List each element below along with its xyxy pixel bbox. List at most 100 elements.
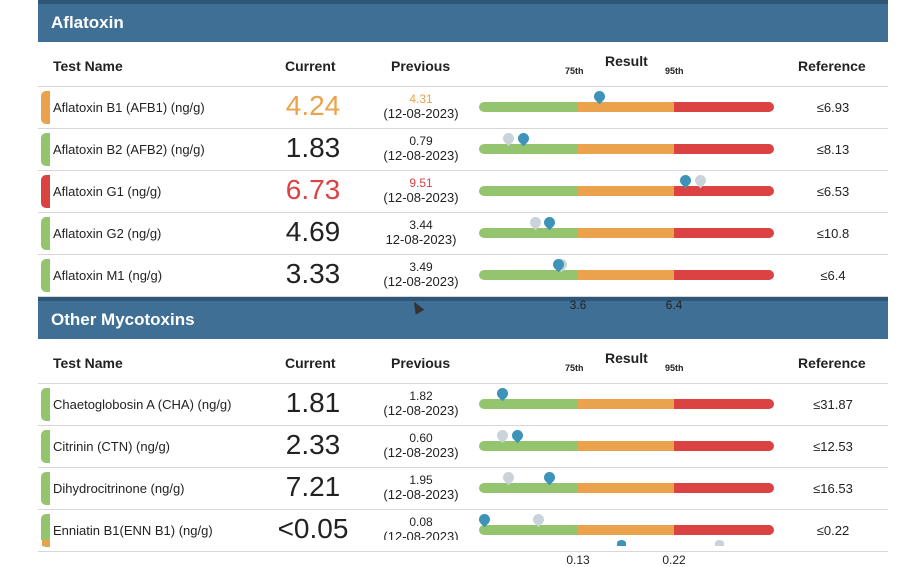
scale-elevated-segment xyxy=(578,228,674,238)
previous-date: (12-08-2023) xyxy=(383,403,459,418)
status-indicator xyxy=(41,472,50,505)
column-95th-label: 95th xyxy=(665,66,684,76)
scale-normal-segment xyxy=(479,483,578,493)
column-header-row: Test Name Current Previous Result 75th 95th Re… xyxy=(38,339,888,384)
column-95th-label: 95th xyxy=(665,363,684,373)
test-name: Dihydrocitrinone (ng/g) xyxy=(53,481,185,496)
table-row[interactable]: Aflatoxin G1 (ng/g) 6.73 9.51(12-08-2023) 3… xyxy=(38,171,888,228)
report-table: Aflatoxin Test Name Current Previous Result 7… xyxy=(38,0,888,567)
previous-date: (12-08-2023) xyxy=(383,445,459,460)
p75-value: 0.13 xyxy=(566,553,590,567)
previous-value: 3.49 xyxy=(409,260,433,274)
column-75th-label: 75th xyxy=(565,66,584,76)
scale-elevated-segment xyxy=(578,483,674,493)
status-indicator xyxy=(41,430,50,463)
status-indicator xyxy=(41,217,50,250)
scale-normal-segment xyxy=(479,270,578,280)
scale-normal-segment xyxy=(479,525,578,535)
table-row[interactable]: Aflatoxin M1 (ng/g) 3.33 3.49 (12-08-2023) 3… xyxy=(38,255,888,312)
scale-high-segment xyxy=(674,441,774,451)
current-value: 1.81 xyxy=(285,387,341,418)
p75-value: 3.6 xyxy=(569,298,587,312)
scale-elevated-segment xyxy=(578,102,674,112)
test-name: Chaetoglobosin A (CHA) (ng/g) xyxy=(53,397,232,412)
status-indicator xyxy=(41,175,50,208)
left-margin xyxy=(0,0,38,546)
test-name: Enniatin B1(ENN B1) (ng/g) xyxy=(53,523,213,538)
scale-elevated-segment xyxy=(578,399,674,409)
result-scale: 7.0512.53 xyxy=(479,441,774,483)
result-scale: 6.0810.8 xyxy=(479,228,774,270)
test-name: Aflatoxin M1 (ng/g) xyxy=(53,268,163,283)
scale-normal-segment xyxy=(479,441,578,451)
table-row[interactable]: Citrinin (CTN) (ng/g) 2.33 0.60 (12-08-2023… xyxy=(38,426,888,483)
column-current: Current xyxy=(285,355,336,371)
scale-elevated-segment xyxy=(578,186,674,196)
previous-date: (12-08-2023) xyxy=(383,190,459,205)
scale-high-segment xyxy=(674,102,774,112)
previous-value: 0.60 xyxy=(409,431,433,445)
status-indicator xyxy=(42,540,50,546)
p95-value: 0.22 xyxy=(662,553,686,567)
column-reference: Reference xyxy=(798,58,866,74)
scale-high-segment xyxy=(674,483,774,493)
column-test-name: Test Name xyxy=(53,355,123,371)
current-value: 7.21 xyxy=(285,471,341,502)
previous-date: (12-08-2023) xyxy=(383,487,459,502)
scale-high-segment xyxy=(674,186,774,196)
column-previous: Previous xyxy=(391,58,451,74)
previous-date: (12-08-2023) xyxy=(383,274,459,289)
previous-date: 12-08-2023) xyxy=(385,232,457,247)
previous-value: 0.08 xyxy=(409,515,433,529)
section-title: Aflatoxin xyxy=(51,13,124,32)
table-row[interactable]: Chaetoglobosin A (CHA) (ng/g) 1.81 1.82 (12… xyxy=(38,384,888,441)
previous-value: 4.31 xyxy=(409,92,433,106)
status-indicator xyxy=(41,133,50,166)
column-header-row: Test Name Current Previous Result 75th 95th Re… xyxy=(38,42,888,87)
table-row[interactable]: Dihydrocitrinone (ng/g) 7.21 1.95 (12-08-20… xyxy=(38,468,888,525)
scale-elevated-segment xyxy=(578,144,674,154)
previous-value: 3.44 xyxy=(409,218,433,232)
current-value: <0.05 xyxy=(277,513,349,544)
scale-elevated-segment xyxy=(578,525,674,535)
scale-high-segment xyxy=(674,525,774,535)
column-75th-label: 75th xyxy=(565,363,584,373)
test-name: Citrinin (CTN) (ng/g) xyxy=(53,439,171,454)
previous-value: 9.51 xyxy=(409,176,433,190)
scale-high-segment xyxy=(674,270,774,280)
scale-normal-segment xyxy=(479,399,578,409)
test-name: Aflatoxin G2 (ng/g) xyxy=(53,226,162,241)
scale-high-segment xyxy=(674,228,774,238)
column-result: Result xyxy=(605,53,648,69)
current-value: 3.33 xyxy=(285,258,341,289)
reference-value: ≤6.4 xyxy=(820,268,846,283)
column-previous: Previous xyxy=(391,355,451,371)
scale-normal-segment xyxy=(479,228,578,238)
previous-value: 1.82 xyxy=(409,389,433,403)
reference-value: ≤16.53 xyxy=(813,481,853,496)
previous-date: (12-08-2023) xyxy=(383,106,459,121)
reference-value: ≤8.13 xyxy=(816,142,850,157)
section-header: Aflatoxin xyxy=(38,0,888,42)
status-indicator xyxy=(41,91,50,124)
status-indicator xyxy=(41,388,50,421)
table-row[interactable]: Aflatoxin B2 (AFB2) (ng/g) 1.83 0.79 (12-08… xyxy=(38,129,888,186)
column-test-name: Test Name xyxy=(53,58,123,74)
column-reference: Reference xyxy=(798,355,866,371)
previous-value: 1.95 xyxy=(409,473,433,487)
reference-value: ≤10.8 xyxy=(816,226,850,241)
current-marker-icon xyxy=(617,540,626,546)
scale-normal-segment xyxy=(479,144,578,154)
scale-elevated-segment xyxy=(578,270,674,280)
table-row[interactable]: Aflatoxin B1 (AFB1) (ng/g) 4.24 4.31 (12-08… xyxy=(38,87,888,144)
status-indicator xyxy=(41,259,50,292)
scale-normal-segment xyxy=(479,102,578,112)
column-current: Current xyxy=(285,58,336,74)
reference-value: ≤12.53 xyxy=(813,439,853,454)
section-title: Other Mycotoxins xyxy=(51,310,195,329)
test-name: Aflatoxin G1 (ng/g) xyxy=(53,184,162,199)
reference-value: ≤0.22 xyxy=(816,523,850,538)
next-row-peek xyxy=(38,540,888,546)
result-scale: 0.13 0.22 xyxy=(479,525,774,567)
